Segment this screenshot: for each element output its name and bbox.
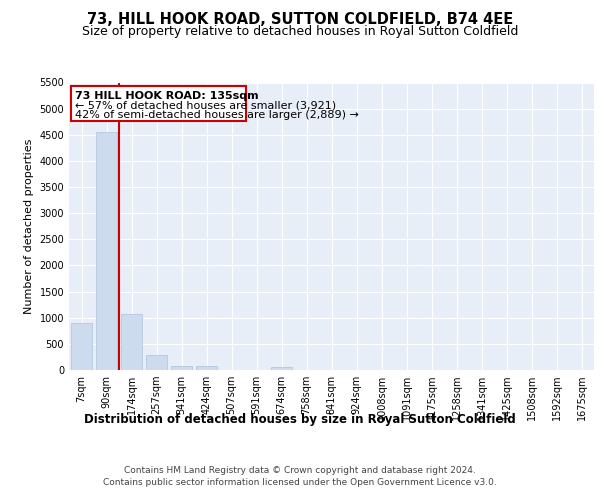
Bar [96, 132, 117, 370]
Y-axis label: Number of detached properties: Number of detached properties [24, 138, 34, 314]
Text: ← 57% of detached houses are smaller (3,921): ← 57% of detached houses are smaller (3,… [75, 100, 336, 110]
Bar [171, 366, 192, 370]
Text: Contains public sector information licensed under the Open Government Licence v3: Contains public sector information licen… [103, 478, 497, 487]
Bar [196, 366, 217, 370]
Text: Distribution of detached houses by size in Royal Sutton Coldfield: Distribution of detached houses by size … [84, 412, 516, 426]
Bar [271, 367, 292, 370]
FancyBboxPatch shape [71, 86, 246, 121]
Bar [71, 323, 92, 370]
Bar [121, 314, 142, 370]
Text: 42% of semi-detached houses are larger (2,889) →: 42% of semi-detached houses are larger (… [75, 110, 359, 120]
Text: Contains HM Land Registry data © Crown copyright and database right 2024.: Contains HM Land Registry data © Crown c… [124, 466, 476, 475]
Text: 73, HILL HOOK ROAD, SUTTON COLDFIELD, B74 4EE: 73, HILL HOOK ROAD, SUTTON COLDFIELD, B7… [87, 12, 513, 28]
Bar [146, 354, 167, 370]
Text: 73 HILL HOOK ROAD: 135sqm: 73 HILL HOOK ROAD: 135sqm [75, 91, 259, 101]
Text: Size of property relative to detached houses in Royal Sutton Coldfield: Size of property relative to detached ho… [82, 25, 518, 38]
